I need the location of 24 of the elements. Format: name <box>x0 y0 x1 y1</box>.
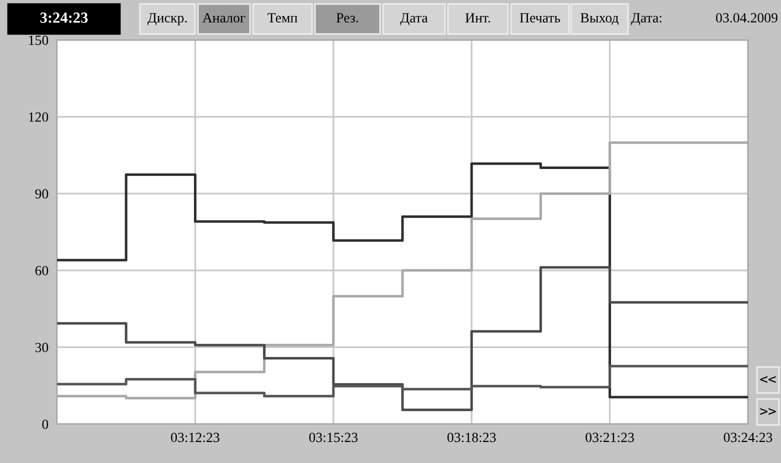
x-tick-label: 03:15:23 <box>309 432 358 442</box>
x-tick-label: 03:24:23 <box>724 432 772 442</box>
y-tick-label: 90 <box>35 189 48 199</box>
y-tick-label: 30 <box>35 342 48 352</box>
text: 03.04.2009 <box>716 13 778 23</box>
y-tick-label: 150 <box>29 36 48 45</box>
text: >> <box>760 408 776 415</box>
y-tick-label: 0 <box>42 420 48 429</box>
text: Рез. <box>336 13 358 23</box>
text: Печать <box>520 13 560 22</box>
text: Выход <box>580 13 619 26</box>
y-tick-label: 120 <box>29 112 48 122</box>
text: Дата <box>400 13 428 26</box>
text: Дата: <box>631 13 662 26</box>
text: Инт. <box>465 13 490 23</box>
x-tick-label: 03:18:23 <box>447 432 496 442</box>
text: Темп <box>268 13 298 22</box>
text: Дискр. <box>147 13 187 26</box>
x-tick-label: 03:12:23 <box>171 432 220 442</box>
x-tick-label: 03:21:23 <box>586 432 634 442</box>
text: Аналог <box>202 13 246 22</box>
text: 3:24:23 <box>40 12 88 23</box>
text: << <box>760 376 776 383</box>
y-tick-label: 60 <box>35 266 48 276</box>
